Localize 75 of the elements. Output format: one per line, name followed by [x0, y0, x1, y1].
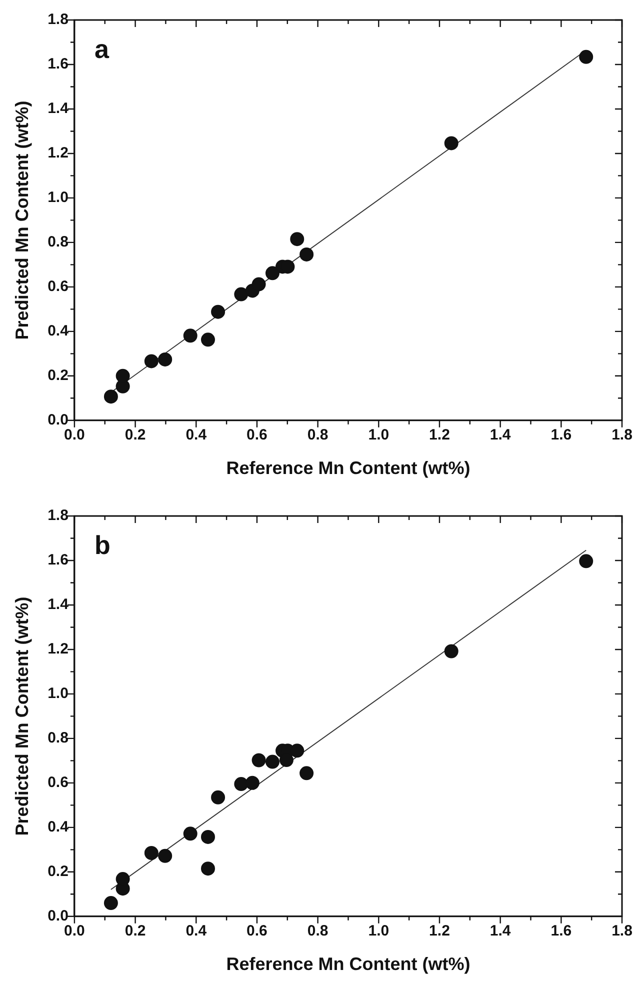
y-tick-label: 0.6 — [48, 774, 68, 792]
point — [234, 287, 248, 302]
x-tick-label: 1.2 — [429, 922, 450, 940]
x-tick-label: 0.4 — [186, 922, 208, 940]
point — [290, 744, 304, 758]
x-tick-label: 1.0 — [368, 922, 390, 940]
y-tick-label: 0.4 — [48, 818, 70, 836]
point — [290, 232, 304, 246]
point — [144, 354, 158, 368]
x-tick-label: 1.0 — [368, 426, 390, 444]
point — [444, 136, 458, 150]
y-axis-title: Predicted Mn Content (wt%) — [12, 100, 32, 340]
point — [200, 830, 215, 844]
point — [200, 332, 215, 347]
x-tick-label: 0.2 — [124, 922, 146, 940]
point — [104, 390, 118, 404]
y-tick-label: 1.4 — [48, 100, 70, 118]
x-tick-label: 1.6 — [550, 922, 572, 940]
point — [234, 777, 248, 792]
point — [252, 753, 266, 768]
x-tick-label: 0.2 — [124, 426, 146, 444]
y-axis-title: Predicted Mn Content (wt%) — [12, 596, 32, 836]
y-tick-label: 1.0 — [48, 685, 68, 702]
x-tick-label: 0.0 — [64, 426, 85, 444]
y-tick-label: 1.8 — [48, 507, 68, 524]
x-tick-label: 0.4 — [186, 426, 208, 444]
x-tick-label: 1.2 — [429, 426, 450, 444]
y-tick-label: 0.4 — [48, 322, 70, 340]
x-axis-title: Reference Mn Content (wt%) — [226, 458, 470, 478]
x-axis-title: Reference Mn Content (wt%) — [226, 954, 470, 974]
y-tick-label: 1.2 — [48, 144, 68, 162]
point — [444, 644, 458, 658]
point — [183, 328, 198, 343]
y-tick-label: 1.4 — [48, 596, 70, 614]
point — [158, 848, 172, 863]
y-tick-label: 0.2 — [48, 863, 68, 880]
point — [300, 247, 314, 262]
x-tick-label: 0.8 — [307, 426, 328, 444]
point — [265, 266, 280, 280]
x-tick-label: 0.0 — [64, 922, 85, 940]
y-tick-label: 0.8 — [48, 234, 68, 251]
y-tick-label: 0.2 — [48, 367, 68, 384]
point — [300, 766, 314, 780]
y-tick-label: 1.6 — [48, 56, 68, 73]
annotation: a — [94, 34, 110, 64]
x-tick-label: 1.4 — [490, 426, 512, 444]
x-tick-label: 0.6 — [246, 922, 268, 940]
point — [211, 790, 226, 804]
point — [116, 368, 130, 383]
y-tick-label: 1.2 — [48, 640, 68, 658]
point — [158, 352, 172, 366]
x-tick-label: 1.8 — [612, 922, 632, 940]
x-tick-label: 1.8 — [612, 426, 632, 444]
point — [200, 862, 215, 876]
point — [211, 304, 226, 319]
x-tick-label: 0.6 — [246, 426, 268, 444]
point — [104, 896, 118, 910]
point — [144, 846, 158, 860]
x-tick-label: 1.6 — [550, 426, 572, 444]
y-tick-label: 1.6 — [48, 552, 68, 569]
y-tick-label: 0.6 — [48, 278, 68, 296]
y-tick-label: 0.0 — [48, 908, 68, 925]
x-tick-label: 1.4 — [490, 922, 512, 940]
point — [265, 754, 280, 769]
point — [245, 776, 260, 790]
x-tick-label: 0.8 — [307, 922, 328, 940]
y-tick-label: 0.8 — [48, 730, 68, 747]
y-tick-label: 0.0 — [48, 412, 68, 429]
point — [579, 554, 594, 568]
y-tick-label: 1.0 — [48, 189, 68, 206]
point — [579, 50, 594, 64]
y-tick-label: 1.8 — [48, 11, 68, 28]
annotation: b — [94, 530, 110, 560]
point — [252, 277, 266, 292]
point — [183, 826, 198, 841]
